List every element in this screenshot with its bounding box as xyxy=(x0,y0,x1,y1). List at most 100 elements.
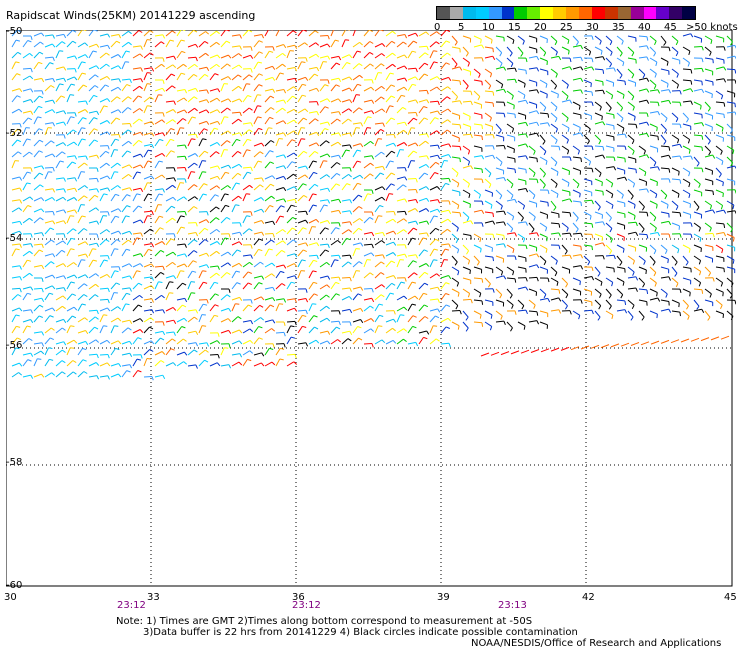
wind-barb xyxy=(627,57,637,64)
wind-barb xyxy=(704,209,716,214)
wind-barb xyxy=(363,343,374,348)
wind-barb xyxy=(44,220,56,225)
wind-barb xyxy=(484,211,494,218)
wind-barb xyxy=(297,298,309,303)
wind-barb xyxy=(682,255,689,266)
wind-barb xyxy=(528,299,536,309)
wind-barb xyxy=(429,161,440,169)
wind-barb xyxy=(693,178,701,188)
wind-barb xyxy=(374,128,385,136)
wind-barb xyxy=(341,330,353,336)
wind-barb xyxy=(33,116,42,125)
wind-barb xyxy=(715,112,725,119)
wind-barb xyxy=(55,188,66,193)
legend-swatch xyxy=(553,7,567,19)
wind-barb xyxy=(690,337,700,342)
wind-barb xyxy=(671,155,682,160)
wind-barb xyxy=(610,343,620,348)
lat-label: -50 xyxy=(6,26,23,37)
wind-barb xyxy=(440,160,448,169)
wind-barb xyxy=(220,237,229,246)
legend-swatch xyxy=(449,7,463,19)
wind-barb xyxy=(264,107,275,114)
wind-barb xyxy=(462,266,471,275)
wind-barb xyxy=(55,275,67,280)
wind-barb xyxy=(484,55,496,60)
wind-barb xyxy=(66,209,78,214)
wind-barb xyxy=(11,265,22,270)
wind-barb xyxy=(330,77,342,83)
wind-barb xyxy=(99,193,108,202)
wind-barb xyxy=(209,165,221,170)
wind-barb xyxy=(11,199,23,204)
wind-barb xyxy=(253,282,263,290)
wind-barb xyxy=(385,275,397,280)
wind-barb xyxy=(429,154,441,159)
wind-barb xyxy=(154,374,166,380)
wind-barb xyxy=(649,134,659,141)
wind-barb xyxy=(121,370,131,378)
wind-barb xyxy=(550,211,560,218)
wind-barb xyxy=(66,237,76,246)
wind-barb xyxy=(484,277,491,288)
wind-barb xyxy=(231,74,242,81)
wind-barb xyxy=(154,204,162,213)
wind-barb xyxy=(583,167,594,173)
wind-barb xyxy=(649,111,661,116)
wind-barb xyxy=(44,292,54,301)
wind-barb xyxy=(77,294,88,301)
wind-barb xyxy=(539,200,549,207)
wind-barb xyxy=(594,242,606,247)
wind-barb xyxy=(396,259,404,268)
wind-barb xyxy=(44,196,56,202)
wind-barb xyxy=(330,276,341,282)
wind-barb xyxy=(176,270,185,279)
wind-barb xyxy=(649,244,657,255)
wind-barb xyxy=(44,307,56,312)
wind-barb xyxy=(22,205,32,213)
wind-barb xyxy=(638,211,649,217)
wind-barb xyxy=(319,35,330,40)
wind-barb xyxy=(484,101,495,107)
wind-barb xyxy=(231,270,241,279)
wind-barb xyxy=(264,220,276,225)
wind-barb xyxy=(693,277,702,287)
wind-barb xyxy=(132,131,144,136)
wind-barb xyxy=(220,272,231,279)
wind-barb xyxy=(264,127,273,136)
wind-barb xyxy=(561,277,569,288)
wind-barb xyxy=(627,156,637,164)
wind-barb xyxy=(88,110,100,115)
wind-barb xyxy=(715,90,724,100)
wind-barb xyxy=(110,363,122,368)
wind-barb xyxy=(143,160,152,169)
wind-barb xyxy=(484,154,496,159)
wind-barb xyxy=(264,328,276,334)
wind-barb xyxy=(341,173,352,180)
wind-barb xyxy=(528,156,538,163)
wind-barb xyxy=(473,178,484,184)
wind-barb xyxy=(253,317,265,323)
wind-barb xyxy=(396,121,408,126)
wind-barb xyxy=(242,193,251,202)
wind-barb xyxy=(500,351,510,356)
wind-barb xyxy=(560,346,570,351)
wind-barb xyxy=(682,288,691,297)
wind-barb xyxy=(176,326,186,334)
wind-barb xyxy=(570,346,580,351)
wind-barb xyxy=(704,90,713,99)
wind-barb xyxy=(429,186,441,191)
wind-barb xyxy=(187,309,199,314)
wind-barb xyxy=(671,90,682,95)
note-line-2: 3)Data buffer is 22 hrs from 20141229 4)… xyxy=(143,627,578,638)
wind-barb xyxy=(374,215,383,224)
wind-barb xyxy=(154,241,166,246)
wind-barb xyxy=(330,254,341,260)
wind-barb xyxy=(297,30,307,37)
wind-barb xyxy=(418,117,429,125)
wind-barb xyxy=(275,347,285,356)
wind-barb xyxy=(231,132,243,137)
wind-barb xyxy=(396,149,404,158)
wind-barb xyxy=(594,35,602,45)
wind-barb xyxy=(517,244,528,250)
